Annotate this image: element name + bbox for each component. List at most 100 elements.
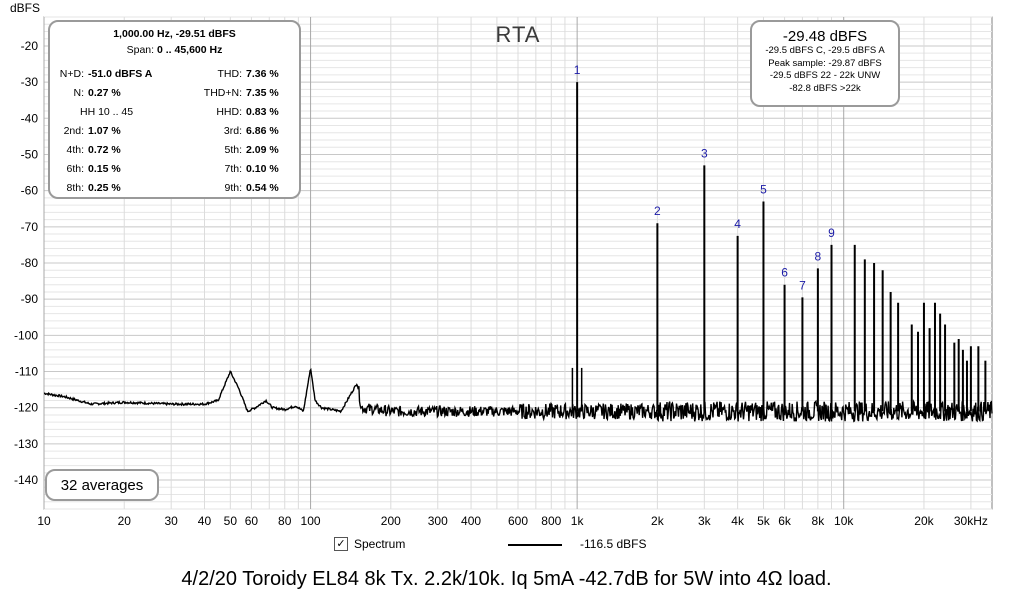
spectrum-checkbox-label[interactable]: Spectrum (354, 537, 406, 551)
stat-value: HH 10 .. 45 (80, 106, 134, 118)
stat-value: 7.35 % (246, 87, 279, 99)
y-tick-label: -40 (21, 111, 39, 125)
level-peak-sample: Peak sample: -29.87 dBFS (768, 57, 882, 69)
stats-row: 6th: 0.15 % 7th: 0.10 % (50, 163, 299, 180)
y-tick-label: -100 (14, 328, 38, 342)
stat-label: 2nd: (63, 125, 84, 137)
stats-row: N: 0.27 % THD+N: 7.35 % (50, 87, 299, 104)
stat-label: 8th: (66, 182, 84, 194)
stat-label: 3rd: (223, 125, 242, 137)
x-tick-label: 4k (731, 514, 745, 528)
spectrum-trace (43, 367, 993, 423)
x-tick-label: 800 (541, 514, 561, 528)
stat-label: 5th: (224, 144, 242, 156)
x-tick-label: 30kHz (954, 514, 988, 528)
y-tick-label: -140 (14, 473, 38, 487)
x-tick-label: 20 (118, 514, 132, 528)
stat-value: 0.15 % (88, 163, 121, 175)
y-tick-label: -130 (14, 437, 38, 451)
caption: 4/2/20 Toroidy EL84 8k Tx. 2.2k/10k. Iq … (181, 568, 832, 590)
stats-row: 2nd: 1.07 % 3rd: 6.86 % (50, 125, 299, 142)
x-tick-label: 30 (165, 514, 179, 528)
span-value: 0 .. 45,600 Hz (156, 44, 223, 56)
x-tick-label: 200 (381, 514, 401, 528)
harmonic-label: 7 (799, 278, 806, 292)
x-tick-label: 3k (698, 514, 712, 528)
x-tick-label: 600 (508, 514, 528, 528)
stat-label: 6th: (66, 163, 84, 175)
y-axis-unit: dBFS (10, 1, 40, 15)
stat-value: -51.0 dBFS A (88, 68, 153, 80)
stat-label: HHD: (216, 106, 242, 118)
x-tick-labels: 10 20 30 40 50 60 80 100 200 300 400 600 800 1k 2k 3k 4k… (37, 514, 988, 528)
stat-value: 6.86 % (246, 125, 279, 137)
level-weighted: -29.5 dBFS C, -29.5 dBFS A (765, 45, 885, 56)
x-tick-label: 20k (914, 514, 934, 528)
harmonic-peaks (571, 82, 987, 412)
x-tick-label: 50 (224, 514, 238, 528)
harmonic-label: 9 (828, 226, 835, 240)
stat-label: 4th: (66, 144, 84, 156)
y-tick-label: -90 (21, 292, 39, 306)
x-tick-label: 40 (198, 514, 212, 528)
stat-label: N+D: (59, 68, 84, 80)
stats-panel: 1,000.00 Hz, -29.51 dBFS Span: 0 .. 45,6… (48, 20, 301, 199)
x-tick-label: 6k (778, 514, 792, 528)
y-tick-label: -20 (21, 39, 39, 53)
harmonic-label: 3 (701, 146, 708, 160)
legend-trace-swatch (508, 544, 562, 546)
measurement-header: 1,000.00 Hz, -29.51 dBFS (113, 28, 236, 40)
stat-value: 2.09 % (246, 144, 279, 156)
x-tick-label: 1k (571, 514, 585, 528)
chart-title: RTA (496, 22, 541, 47)
level-readout: -29.48 dBFS (782, 28, 868, 45)
harmonic-label: 5 (760, 183, 767, 197)
x-tick-label: 10k (834, 514, 854, 528)
x-tick-label: 100 (301, 514, 321, 528)
level-unweighted: -29.5 dBFS 22 - 22k UNW (769, 70, 881, 81)
stat-label: 7th: (224, 163, 242, 175)
harmonic-label: 2 (654, 204, 661, 218)
stat-value: 0.54 % (246, 182, 279, 194)
stat-value: 0.72 % (88, 144, 121, 156)
x-tick-label: 80 (278, 514, 292, 528)
y-tick-labels: -20 -30 -40 -50 -60 -70 -80 -90 -100 -110 -120 -130… (14, 39, 38, 487)
stat-value: 0.83 % (246, 106, 279, 118)
harmonic-label: 8 (815, 249, 822, 263)
spectrum-checkbox[interactable]: ✓ (334, 537, 348, 551)
x-tick-label: 10 (37, 514, 51, 528)
harmonic-label: 6 (781, 266, 788, 280)
y-tick-label: -110 (15, 365, 38, 379)
stat-value: 0.27 % (88, 87, 121, 99)
stat-value: 1.07 % (88, 125, 121, 137)
x-tick-label: 2k (651, 514, 665, 528)
x-tick-label: 300 (428, 514, 448, 528)
y-tick-label: -80 (21, 256, 39, 270)
stat-value: 7.36 % (246, 68, 279, 80)
stats-row: N+D: -51.0 dBFS A THD: 7.36 % (50, 68, 299, 85)
y-tick-label: -60 (21, 184, 39, 198)
stats-row: 8th: 0.25 % 9th: 0.54 % (50, 182, 299, 199)
level-above-22k: -82.8 dBFS >22k (789, 82, 861, 94)
x-tick-label: 60 (245, 514, 259, 528)
y-tick-label: -50 (21, 147, 39, 161)
stat-value: 0.10 % (246, 163, 279, 175)
span-label: Span: (126, 44, 157, 56)
x-tick-label: 8k (812, 514, 826, 528)
harmonic-label: 1 (574, 63, 581, 77)
averages-badge: 32 averages (45, 469, 159, 501)
legend-trace-value: -116.5 dBFS (580, 537, 647, 551)
level-panel: -29.48 dBFS -29.5 dBFS C, -29.5 dBFS A P… (750, 20, 900, 107)
stat-value: 0.25 % (88, 182, 121, 194)
x-tick-label: 400 (461, 514, 481, 528)
harmonic-label: 4 (734, 217, 741, 231)
y-tick-label: -70 (21, 220, 39, 234)
stat-label: N: (73, 87, 85, 99)
stats-row: 4th: 0.72 % 5th: 2.09 % (50, 144, 299, 161)
stats-row: HH 10 .. 45 HHD: 0.83 % (50, 106, 299, 123)
stat-label: THD: (217, 68, 243, 80)
stat-label: THD+N: (203, 87, 242, 99)
y-tick-label: -30 (21, 75, 39, 89)
stat-label: 9th: (224, 182, 242, 194)
